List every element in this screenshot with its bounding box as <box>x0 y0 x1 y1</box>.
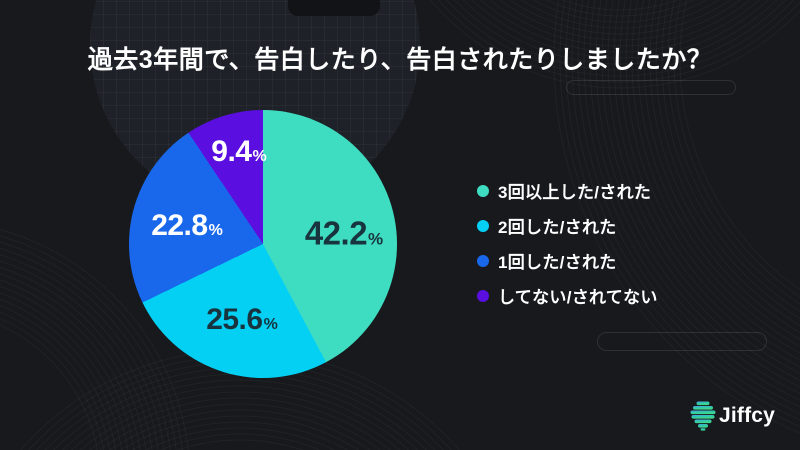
legend-color-dot <box>477 219 489 232</box>
legend-label: 2回した/された <box>498 218 617 237</box>
legend-color-dot <box>477 184 489 197</box>
pie-slice-value: 9.4 <box>211 135 252 168</box>
brand-logo-text: Jiffcy <box>719 404 776 427</box>
legend-label: してない/されてない <box>498 288 658 307</box>
brand-logo: Jiffcy <box>690 401 775 431</box>
pie-slice-label-1time: 22.8% <box>151 211 223 241</box>
legend-label: 3回以上した/された <box>498 183 652 202</box>
decor-pill-top <box>566 80 736 95</box>
chart-legend: 3回以上した/された 2回した/された 1回した/された してない/されてない <box>477 181 658 307</box>
pie-slice-label-2times: 25.6% <box>206 305 278 335</box>
page-title: 過去3年間で、告白したり、告白されたりしましたか？ <box>87 46 713 74</box>
percent-sign: % <box>368 229 384 249</box>
percent-sign: % <box>208 222 223 239</box>
pie-chart <box>129 110 397 378</box>
legend-item: 3回以上した/された <box>477 181 658 202</box>
pie-slice-label-none: 9.4% <box>211 137 266 167</box>
legend-item: してない/されてない <box>477 286 658 307</box>
percent-sign: % <box>252 148 267 165</box>
legend-item: 1回した/された <box>477 251 658 272</box>
pie-slice-value: 25.6 <box>206 303 263 336</box>
pie-slice-value: 22.8 <box>151 209 208 242</box>
legend-color-dot <box>477 254 489 267</box>
legend-item: 2回した/された <box>477 216 658 237</box>
pie-slice-label-3plus: 42.2% <box>305 217 383 250</box>
decor-pill-bottom <box>597 332 767 351</box>
jiffcy-logo-icon <box>690 401 716 431</box>
decor-rounded-square <box>288 0 380 16</box>
percent-sign: % <box>263 316 278 333</box>
legend-color-dot <box>477 289 489 302</box>
legend-label: 1回した/された <box>498 253 617 272</box>
pie-slice-value: 42.2 <box>304 214 368 252</box>
